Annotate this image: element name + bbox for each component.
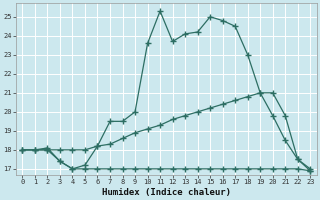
X-axis label: Humidex (Indice chaleur): Humidex (Indice chaleur) — [102, 188, 231, 197]
